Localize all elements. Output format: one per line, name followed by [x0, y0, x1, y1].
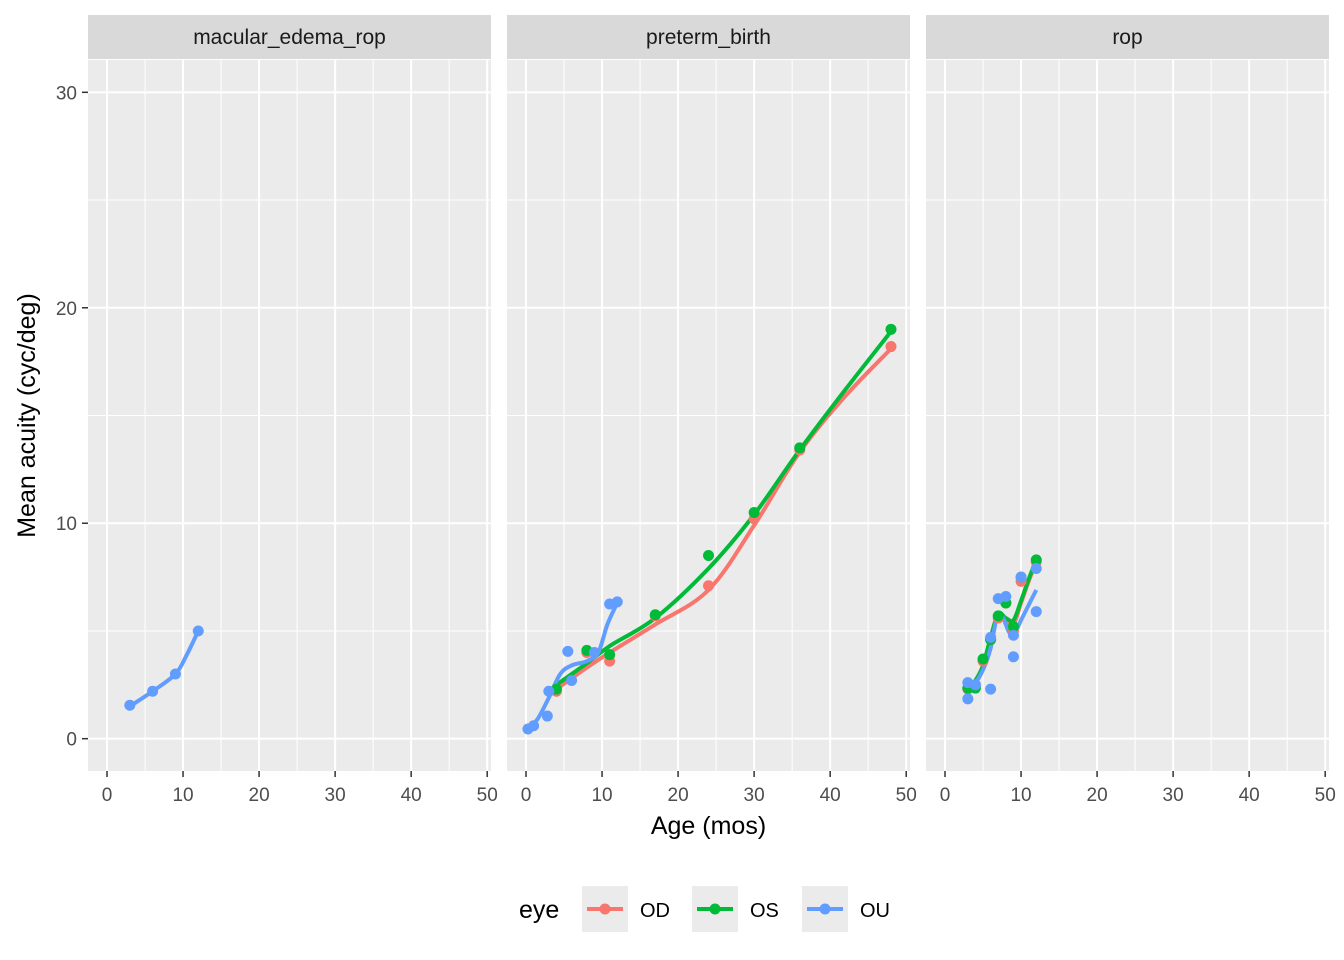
y-tick-label: 30 [56, 83, 77, 104]
x-tick-label: 30 [325, 785, 346, 806]
x-tick-label: 20 [668, 785, 689, 806]
data-point-os [1030, 554, 1042, 566]
facet-strip-label: preterm_birth [646, 26, 771, 49]
data-point-ou [588, 647, 600, 658]
facet-strip [88, 15, 491, 59]
data-point-ou [169, 668, 181, 680]
x-tick-label: 50 [896, 785, 917, 806]
y-tick-label: 0 [66, 730, 77, 751]
data-point-ou [1007, 629, 1019, 641]
legend-label-od: OD [640, 900, 670, 922]
data-point-ou [611, 596, 623, 608]
y-tick-label: 20 [56, 299, 77, 320]
x-tick-label: 40 [820, 785, 841, 806]
facet-strip-label: macular_edema_rop [193, 26, 386, 49]
x-tick-label: 40 [1239, 785, 1260, 806]
data-point-ou [543, 685, 555, 697]
data-point-ou [1030, 562, 1042, 574]
legend-label-ou: OU [860, 900, 890, 922]
y-tick-label: 10 [56, 514, 77, 535]
data-point-os [649, 609, 661, 621]
x-tick-label: 0 [102, 785, 113, 806]
x-tick-label: 20 [249, 785, 270, 806]
data-point-ou [985, 683, 997, 695]
smooth-line-od [555, 347, 893, 691]
data-point-ou [962, 693, 974, 705]
data-point-ou [192, 625, 204, 637]
data-point-ou [566, 675, 578, 687]
smooth-line-ou [526, 602, 620, 731]
data-point-od [885, 341, 897, 353]
x-tick-label: 40 [401, 785, 422, 806]
x-tick-label: 0 [521, 785, 532, 806]
x-tick-label: 10 [172, 785, 193, 806]
x-axis-title: Age (mos) [651, 812, 766, 840]
data-point-od [703, 580, 714, 592]
data-point-ou [147, 685, 159, 697]
legend-label-os: OS [750, 900, 779, 922]
y-axis-title: Mean acuity (cyc/deg) [13, 293, 41, 538]
x-tick-label: 50 [477, 785, 498, 806]
data-point-ou [969, 679, 981, 691]
data-point-os [794, 442, 806, 454]
x-tick-label: 30 [744, 785, 765, 806]
data-point-ou [562, 645, 574, 657]
x-tick-label: 0 [940, 785, 951, 806]
data-point-os [748, 506, 760, 518]
data-point-ou [124, 699, 136, 711]
data-point-ou [1007, 651, 1019, 663]
data-point-os [992, 610, 1004, 622]
legend-point-ou [819, 903, 831, 915]
data-point-ou [985, 631, 997, 643]
data-point-os [885, 323, 897, 335]
data-point-os [1007, 621, 1019, 633]
data-point-ou [1015, 571, 1027, 583]
data-point-ou [1030, 606, 1042, 618]
x-tick-label: 30 [1163, 785, 1184, 806]
data-point-os [977, 653, 989, 665]
x-tick-label: 10 [591, 785, 612, 806]
data-point-ou [528, 720, 540, 732]
x-tick-label: 20 [1087, 785, 1108, 806]
legend-title: eye [519, 896, 559, 924]
data-point-ou [541, 710, 553, 722]
data-point-ou [1000, 590, 1012, 602]
data-point-os [604, 649, 616, 661]
facet-strip-label: rop [1112, 26, 1142, 49]
facet-strip [926, 15, 1329, 59]
facet-strip [507, 15, 910, 59]
data-point-os [703, 550, 714, 562]
x-tick-label: 10 [1010, 785, 1031, 806]
legend-point-os [709, 903, 721, 915]
x-tick-label: 50 [1315, 785, 1336, 806]
legend-point-od [599, 903, 611, 915]
